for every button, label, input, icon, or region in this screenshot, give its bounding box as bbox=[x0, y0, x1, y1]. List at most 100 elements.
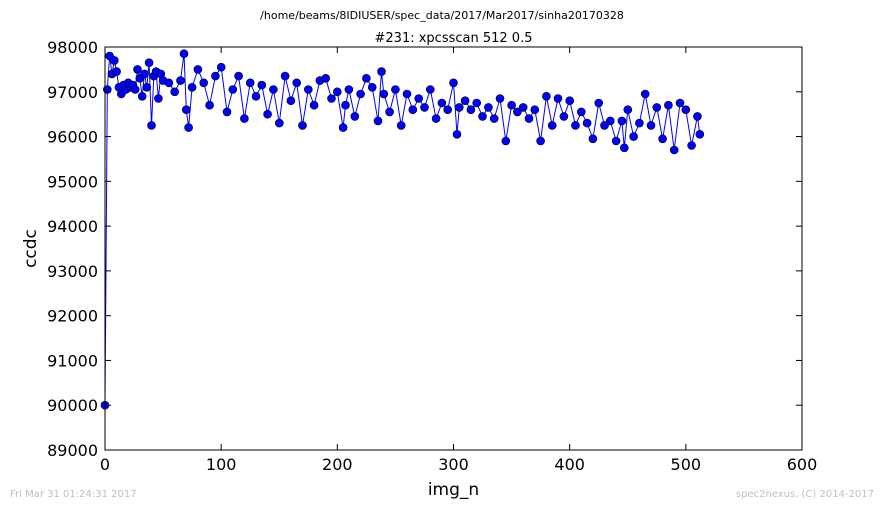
x-tick-label: 600 bbox=[787, 455, 818, 474]
data-point bbox=[170, 87, 179, 97]
data-point bbox=[341, 100, 350, 110]
data-point bbox=[530, 105, 540, 114]
y-tick-label: 93000 bbox=[47, 262, 98, 281]
data-point bbox=[367, 83, 377, 92]
data-point bbox=[356, 89, 365, 99]
y-tick-label: 91000 bbox=[47, 351, 98, 370]
data-point bbox=[205, 100, 214, 110]
data-point bbox=[524, 114, 534, 123]
data-point bbox=[420, 103, 429, 112]
x-tick-label: 500 bbox=[671, 455, 702, 474]
data-point bbox=[216, 62, 226, 72]
data-point bbox=[321, 74, 331, 83]
data-point bbox=[309, 100, 319, 110]
data-point bbox=[681, 105, 691, 114]
data-point bbox=[571, 121, 580, 130]
data-point bbox=[687, 141, 696, 150]
data-point bbox=[377, 67, 386, 76]
y-tick-label: 89000 bbox=[47, 441, 98, 460]
chart-title: #231: xpcsscan 512 0.5 bbox=[375, 31, 533, 46]
data-point bbox=[147, 121, 156, 130]
data-point bbox=[350, 112, 360, 121]
data-point bbox=[542, 92, 551, 101]
data-point bbox=[179, 49, 189, 59]
data-point bbox=[501, 136, 511, 146]
x-tick-label: 200 bbox=[322, 455, 353, 474]
data-point bbox=[222, 107, 232, 117]
data-point bbox=[489, 114, 499, 123]
data-point bbox=[693, 112, 702, 121]
data-point bbox=[286, 96, 296, 105]
data-point bbox=[600, 121, 609, 130]
data-point bbox=[211, 71, 220, 81]
y-tick-label: 97000 bbox=[47, 83, 98, 102]
data-point bbox=[675, 98, 685, 108]
data-point bbox=[379, 89, 389, 99]
x-tick-label: 300 bbox=[438, 455, 469, 474]
data-point bbox=[507, 100, 516, 110]
data-point bbox=[344, 85, 354, 94]
data-point bbox=[611, 136, 621, 146]
data-marks bbox=[100, 49, 705, 410]
data-point bbox=[327, 94, 336, 103]
data-point bbox=[199, 78, 208, 88]
footer-date: Fri Mar 31 01:24:31 2017 bbox=[10, 489, 137, 500]
data-point bbox=[373, 116, 383, 126]
data-point bbox=[547, 121, 557, 130]
data-point bbox=[303, 85, 313, 94]
data-point bbox=[629, 132, 638, 141]
data-point bbox=[280, 71, 290, 81]
data-point bbox=[240, 114, 249, 123]
data-point bbox=[257, 80, 267, 90]
data-point bbox=[263, 109, 272, 119]
data-point bbox=[605, 116, 615, 126]
data-point bbox=[396, 121, 406, 130]
data-point bbox=[518, 103, 528, 112]
data-point bbox=[292, 78, 302, 88]
y-tick-label: 95000 bbox=[47, 172, 98, 191]
data-point bbox=[338, 123, 348, 132]
data-point bbox=[623, 105, 633, 114]
data-point bbox=[669, 145, 679, 155]
data-point bbox=[495, 94, 505, 103]
data-point bbox=[133, 65, 142, 74]
data-point bbox=[408, 105, 418, 114]
data-point bbox=[112, 67, 121, 76]
data-point bbox=[187, 83, 197, 92]
data-point bbox=[431, 114, 441, 123]
data-point bbox=[144, 58, 154, 68]
data-point bbox=[298, 121, 307, 130]
y-tick-label: 90000 bbox=[47, 396, 98, 415]
footer-credit: spec2nexus, (C) 2014-2017 bbox=[735, 489, 874, 500]
y-tick-label: 92000 bbox=[47, 307, 98, 326]
data-point bbox=[269, 85, 278, 94]
axis-ticks: 0 100 200 300 400 500 600 89000 90000 91000 92000 9… bbox=[47, 38, 817, 474]
data-point bbox=[391, 85, 400, 94]
data-point bbox=[193, 65, 203, 74]
data-point bbox=[640, 89, 650, 99]
x-axis-label: img_n bbox=[428, 480, 479, 500]
data-point bbox=[402, 89, 412, 99]
data-point bbox=[559, 112, 569, 121]
data-point bbox=[110, 56, 119, 65]
data-point bbox=[140, 69, 149, 79]
data-point bbox=[385, 107, 394, 117]
data-point bbox=[553, 94, 563, 103]
y-tick-label: 96000 bbox=[47, 128, 98, 147]
data-point bbox=[466, 105, 476, 114]
data-point bbox=[588, 134, 598, 144]
data-point bbox=[245, 78, 255, 88]
data-point bbox=[565, 96, 575, 105]
data-point bbox=[617, 116, 627, 126]
data-point bbox=[695, 130, 705, 139]
data-point bbox=[228, 85, 238, 94]
data-point bbox=[582, 118, 592, 128]
data-point bbox=[437, 98, 447, 108]
data-point bbox=[635, 118, 644, 128]
data-point bbox=[478, 112, 487, 121]
data-point bbox=[137, 92, 147, 101]
x-tick-label: 0 bbox=[100, 455, 110, 474]
data-point bbox=[154, 94, 163, 103]
data-point bbox=[664, 100, 673, 110]
